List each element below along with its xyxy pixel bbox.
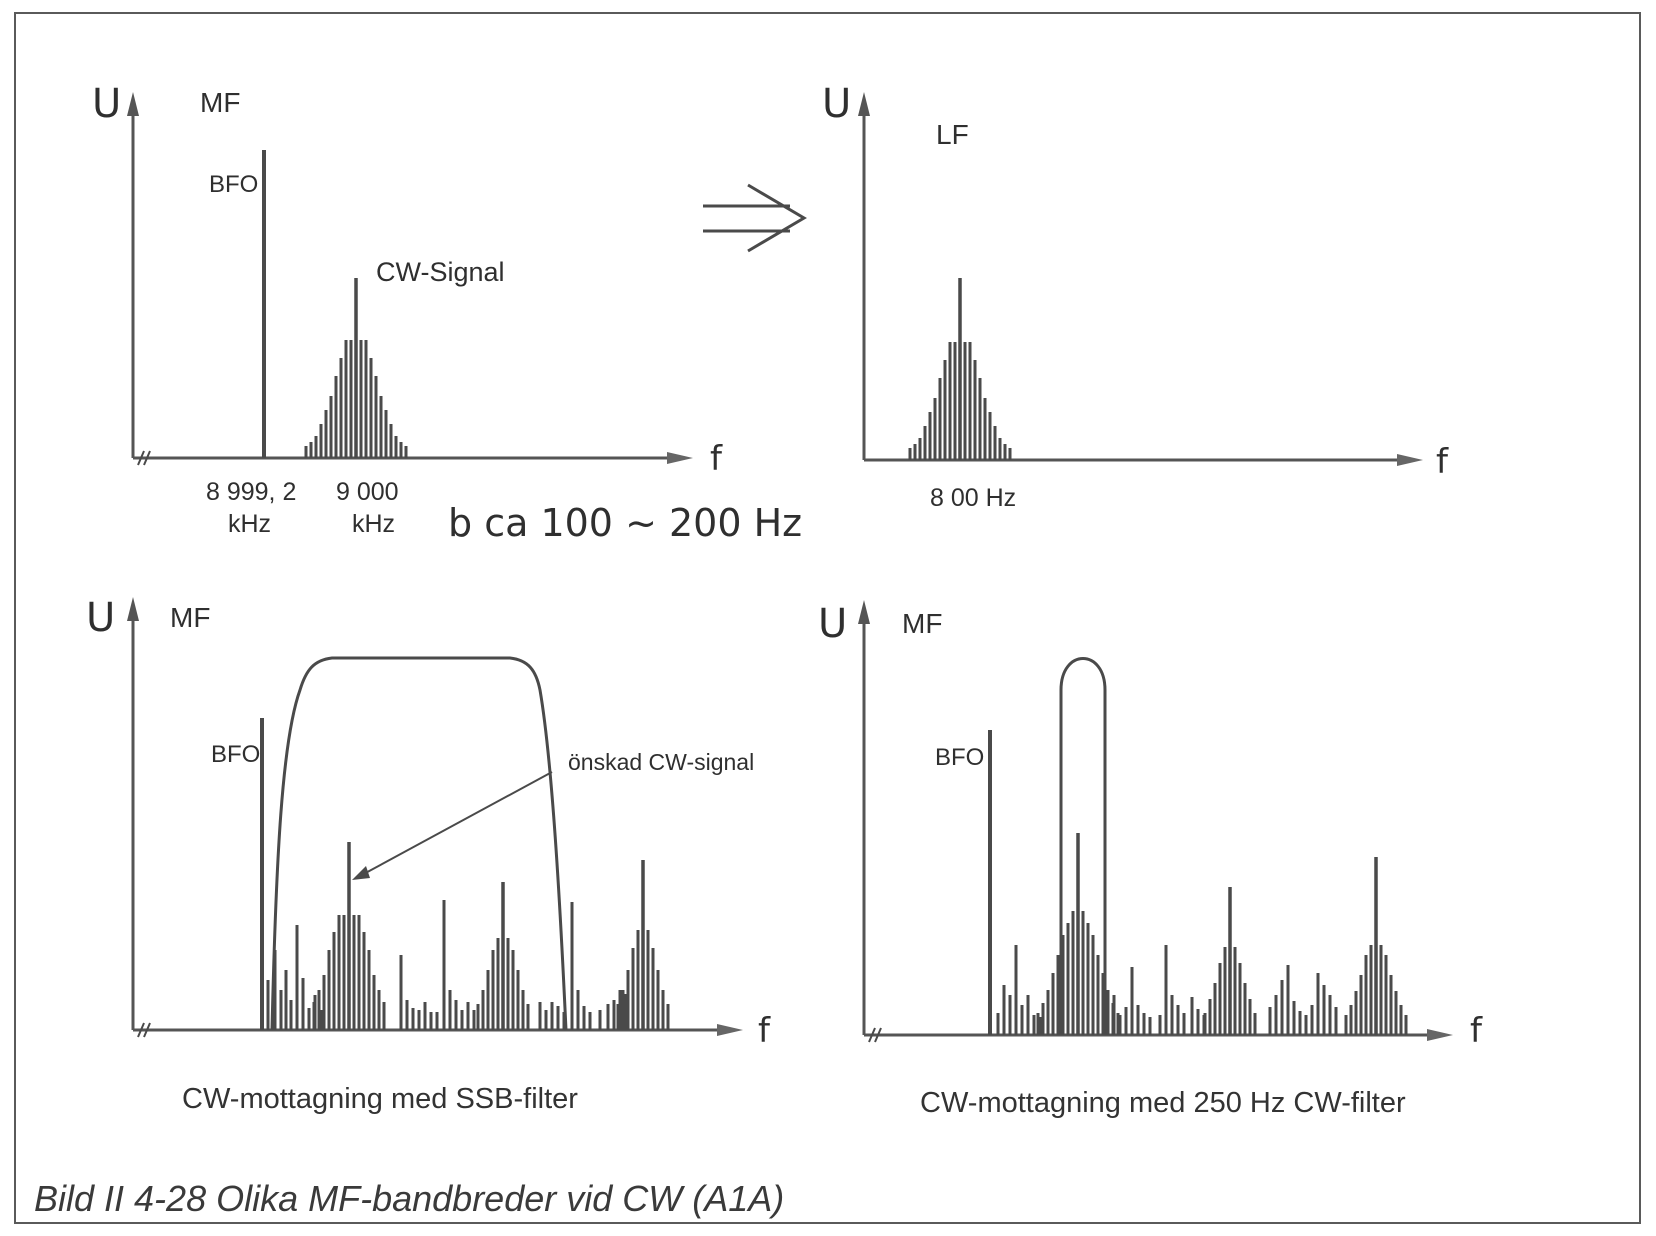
ssb-filter-curve bbox=[270, 656, 568, 1031]
axis-break-icon bbox=[137, 450, 151, 466]
bfo-label: BFO bbox=[935, 744, 984, 771]
f-axis-arrow-icon bbox=[717, 1024, 743, 1036]
axis-break-icon bbox=[868, 1027, 882, 1043]
u-axis-label: U bbox=[822, 81, 851, 127]
axis-break-icon bbox=[137, 1022, 151, 1038]
f-axis-arrow-icon bbox=[1397, 454, 1423, 466]
u-axis-label: U bbox=[86, 595, 115, 641]
caption: CW-mottagning med SSB-filter bbox=[182, 1083, 578, 1115]
bfo-label: BFO bbox=[211, 741, 260, 768]
f-axis-arrow-icon bbox=[667, 452, 693, 464]
freq-label: 8 00 Hz bbox=[930, 484, 1016, 512]
lf-signal-spectrum bbox=[908, 278, 1012, 460]
f-axis-label: f bbox=[1470, 1011, 1483, 1051]
figure-frame bbox=[14, 12, 1641, 1224]
u-axis-arrow-icon bbox=[858, 600, 870, 624]
u-axis-arrow-icon bbox=[858, 92, 870, 116]
f-axis-arrow-icon bbox=[1427, 1029, 1453, 1041]
cw-filter-curve bbox=[1059, 657, 1107, 1035]
f-axis-label: f bbox=[1436, 442, 1449, 482]
bandwidth-note: b ca 100 ~ 200 Hz bbox=[448, 501, 802, 545]
figure-title: Bild II 4-28 Olika MF-bandbreder vid CW … bbox=[34, 1178, 784, 1219]
caption: CW-mottagning med 250 Hz CW-filter bbox=[920, 1087, 1406, 1119]
band-label: MF bbox=[902, 608, 942, 639]
band-label: LF bbox=[936, 119, 969, 150]
freq-sig-unit: kHz bbox=[352, 510, 395, 538]
u-axis-label: U bbox=[92, 81, 121, 127]
band-label: MF bbox=[170, 602, 210, 633]
freq-sig-value: 9 000 bbox=[336, 478, 399, 506]
bfo-label: BFO bbox=[209, 171, 258, 198]
u-axis-label: U bbox=[818, 601, 847, 647]
band-label: MF bbox=[200, 87, 240, 118]
f-axis-label: f bbox=[758, 1011, 771, 1051]
panel-bottom-left: U MF BFO önskad CW-signal f CW-mottagnin… bbox=[86, 595, 771, 1115]
desired-cw-label: önskad CW-signal bbox=[568, 749, 754, 775]
cw-signal-spectrum bbox=[304, 278, 408, 458]
u-axis-arrow-icon bbox=[127, 597, 139, 621]
pointer-arrow-icon bbox=[352, 866, 370, 880]
transform-arrow-icon bbox=[703, 183, 807, 253]
f-axis-label: f bbox=[710, 439, 723, 479]
freq-bfo-value: 8 999, 2 bbox=[206, 478, 296, 506]
cw-filter-spectrum bbox=[996, 833, 1408, 1035]
pointer-line bbox=[359, 771, 553, 877]
panel-bottom-right: U MF BFO f CW-mottagning med 250 Hz CW-f… bbox=[818, 600, 1483, 1119]
ssb-spectrum bbox=[266, 842, 670, 1030]
cw-signal-label: CW-Signal bbox=[376, 257, 505, 287]
panel-top-right: U LF f 8 00 Hz bbox=[822, 81, 1449, 512]
panel-top-left: U MF BFO CW-Signal f 8 999, 2 kHz 9 000 … bbox=[92, 81, 802, 545]
freq-bfo-unit: kHz bbox=[228, 510, 271, 538]
u-axis-arrow-icon bbox=[127, 92, 139, 116]
